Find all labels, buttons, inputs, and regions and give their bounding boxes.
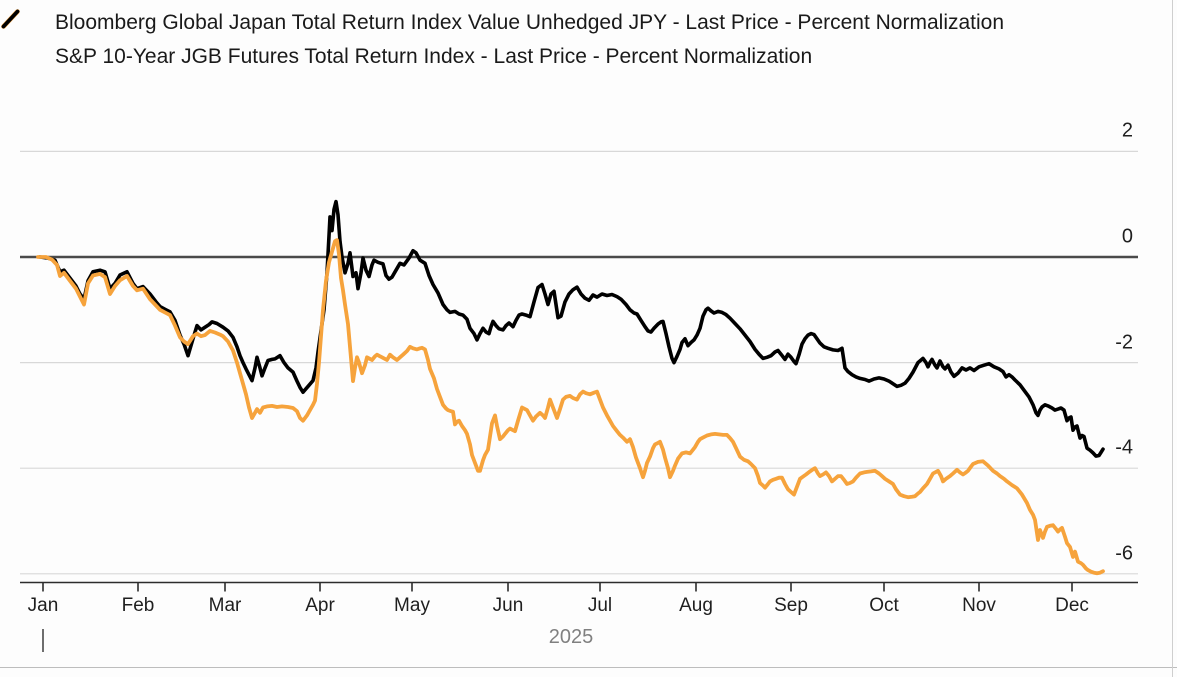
x-axis-label-jun: Jun [492,595,524,616]
x-axis [20,581,1138,592]
bottom-border [0,667,1177,668]
x-axis-label-mar: Mar [208,595,242,616]
legend-label: Bloomberg Global Japan Total Return Inde… [55,11,1005,34]
series-line-bloomberg-japan [36,238,1105,576]
x-axis-label-oct: Oct [869,595,899,616]
y-axis-label: 2 [1121,119,1133,142]
year-label: 2025 [548,626,594,648]
series-line-jgb-futures [38,199,1105,458]
legend: Bloomberg Global Japan Total Return Inde… [0,8,1100,76]
y-axis-label: -6 [1115,542,1133,565]
right-border [1172,0,1173,677]
x-axis-label-aug: Aug [679,595,713,616]
y-axis-label: 0 [1121,225,1133,248]
x-axis-label-sep: Sep [774,595,808,616]
x-axis-label-dec: Dec [1055,595,1089,616]
x-axis-label-nov: Nov [962,595,996,616]
x-axis-label-jul: Jul [587,595,613,616]
y-axis-label: -2 [1115,331,1133,354]
x-axis-label-apr: Apr [305,595,335,616]
y-axis-label: -4 [1115,436,1133,459]
black-slash-icon [1,9,38,68]
x-axis-label-feb: Feb [121,595,155,616]
x-axis-label-jan: Jan [27,595,59,616]
series-lines [36,199,1105,576]
x-axis-label-may: May [394,595,430,616]
year-boundary-tick [42,629,44,652]
legend-item-jgb-futures: S&P 10-Year JGB Futures Total Return Ind… [0,9,1100,72]
gridlines [20,150,1138,575]
legend-label: S&P 10-Year JGB Futures Total Return Ind… [55,45,813,68]
